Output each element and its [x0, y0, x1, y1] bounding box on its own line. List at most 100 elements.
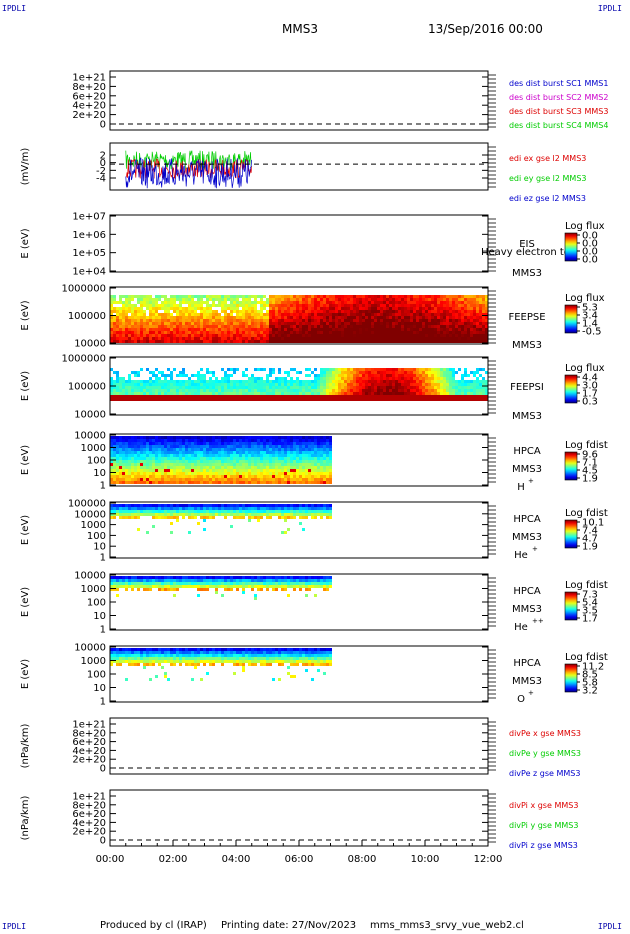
ytick-label: 1e+21 [72, 792, 106, 803]
colorbar-tick-label: 4.7 [582, 534, 598, 545]
spacecraft-label: MMS3 [512, 340, 542, 351]
ytick-label: 2e+20 [72, 755, 106, 766]
colorbar [564, 663, 578, 693]
colorbar-tick-label: 0.0 [582, 247, 598, 258]
colorbar-tick-label: 7.3 [582, 590, 598, 601]
ytick-label: 1 [100, 481, 106, 492]
ylabel: E (eV) [20, 515, 31, 545]
ytick-label: 0 [100, 158, 106, 169]
species-charge: + [528, 689, 534, 697]
panel-frame [109, 789, 489, 847]
ylabel: (nPa/km) [20, 724, 31, 769]
ytick-label: 1e+21 [72, 73, 106, 84]
ytick-label: 100 [87, 598, 106, 609]
ytick-label: 1000000 [61, 354, 106, 365]
ytick-label: 1 [100, 697, 106, 708]
ytick-label: 10000 [74, 571, 106, 582]
colorbar-tick-label: 3.0 [582, 381, 598, 392]
ytick-label: 4e+20 [72, 818, 106, 829]
ytick-label: 10000 [74, 509, 106, 520]
ytick-label: 10 [93, 611, 106, 622]
panel-p4: 1000000 100000 10000 E (eV) FEEPSE MMS3 Log fl… [20, 284, 605, 352]
xtick-label: 12:00 [474, 854, 503, 865]
colorbar-tick-label: 10.1 [582, 518, 604, 529]
ytick-label: 10 [93, 542, 106, 553]
colorbar [564, 519, 578, 549]
legend-entry: divPi x gse MMS3 [509, 801, 578, 810]
corner-label-bl: IPDLI [2, 922, 27, 931]
panel-frame [109, 142, 489, 191]
ytick-label: 100000 [68, 382, 106, 393]
colorbar-title: Log flux [565, 293, 605, 304]
ytick-label: 10000 [74, 643, 106, 654]
colorbar-title: Log flux [565, 221, 605, 232]
ytick-label: 1 [100, 625, 106, 636]
ytick-label: 0 [100, 120, 106, 131]
colorbar-title: Log fdist [565, 580, 608, 591]
legend-entry: des dist burst SC1 MMS1 [509, 79, 608, 88]
ytick-label: 1000 [81, 520, 106, 531]
ytick-label: 4e+20 [72, 101, 106, 112]
colorbar-tick-label: 1.9 [582, 474, 598, 485]
colorbar [564, 451, 578, 481]
ytick-label: 2e+20 [72, 110, 106, 121]
xtick-label: 10:00 [411, 854, 440, 865]
edi-series-2 [125, 157, 253, 189]
instrument-label: EIS [519, 239, 535, 250]
footer-producer: Produced by cl (IRAP) [100, 920, 207, 931]
ylabel: E (eV) [20, 228, 31, 258]
xtick-label: 04:00 [222, 854, 251, 865]
ytick-label: 10000 [74, 431, 106, 442]
ytick-label: 1e+07 [72, 212, 106, 223]
ytick-label: 8e+20 [72, 800, 106, 811]
panel-p9: 10000 1000 100 10 1 E (eV) HPCA MMS3 O+ Log fdist… [20, 643, 608, 708]
ytick-label: 8e+20 [72, 82, 106, 93]
corner-label-tr: IPDLI [597, 4, 622, 13]
spacecraft-label: MMS3 [512, 532, 542, 543]
colorbar-tick-label: 9.6 [582, 450, 598, 461]
colorbar-tick-label: 5.8 [582, 678, 598, 689]
ytick-label: 1000 [81, 584, 106, 595]
ytick-label: 0 [100, 836, 106, 847]
ytick-label: 1e+05 [72, 248, 106, 259]
panel-p2: 20-2-4 (mV/m) edi ex gse l2 MMS3 edi ey gse… [20, 142, 587, 203]
colorbar-title: Log fdist [565, 440, 608, 451]
spacecraft-label: MMS3 [512, 268, 542, 279]
colorbar-tick-label: 3.5 [582, 606, 598, 617]
panel-frame [109, 70, 489, 131]
panel-p5: 1000000 100000 10000 E (eV) FEEPSI MMS3 Log fl… [20, 354, 605, 423]
ytick-label: 1e+06 [72, 230, 106, 241]
colorbar-title: Log fdist [565, 508, 608, 519]
legend-entry: edi ey gse l2 MMS3 [509, 174, 587, 183]
legend-entry: divPe y gse MMS3 [509, 749, 581, 758]
colorbar-tick-label: 8.5 [582, 670, 598, 681]
panel-p3: 1e+07 1e+06 1e+05 1e+04 E (eV) EIS MMS3 Heavy e… [20, 212, 605, 280]
colorbar-tick-label: 11.2 [582, 662, 604, 673]
colorbar-tick-label: 7.1 [582, 458, 598, 469]
instrument-label: HPCA [513, 586, 541, 597]
colorbar-tick-label: 0.0 [582, 239, 598, 250]
species-label: H [517, 482, 525, 493]
colorbar-tick-label: 1.7 [582, 389, 598, 400]
ytick-label: 8e+20 [72, 728, 106, 739]
instrument-label: FEEPSE [508, 312, 545, 323]
legend-entry: des dist burst SC4 MMS4 [509, 121, 608, 130]
colorbar-tick-label: 0.3 [582, 397, 598, 408]
ytick-label: 100000 [68, 311, 106, 322]
legend-entry: edi ex gse l2 MMS3 [509, 154, 586, 163]
spacecraft-label: MMS3 [512, 676, 542, 687]
xtick-label: 02:00 [159, 854, 188, 865]
colorbar-tick-label: 1.4 [582, 319, 598, 330]
colorbar [564, 304, 578, 334]
legend-entry: divPe x gse MMS3 [509, 729, 581, 738]
footer-printing-date: Printing date: 27/Nov/2023 [221, 920, 357, 931]
instrument-label: HPCA [513, 658, 541, 669]
ytick-label: 1000 [81, 656, 106, 667]
xtick-label: 06:00 [285, 854, 314, 865]
ytick-label: 1000000 [61, 284, 106, 295]
ylabel: (mV/m) [20, 148, 31, 186]
colorbar-tick-label: 1.9 [582, 542, 598, 553]
spacecraft-label: MMS3 [512, 604, 542, 615]
